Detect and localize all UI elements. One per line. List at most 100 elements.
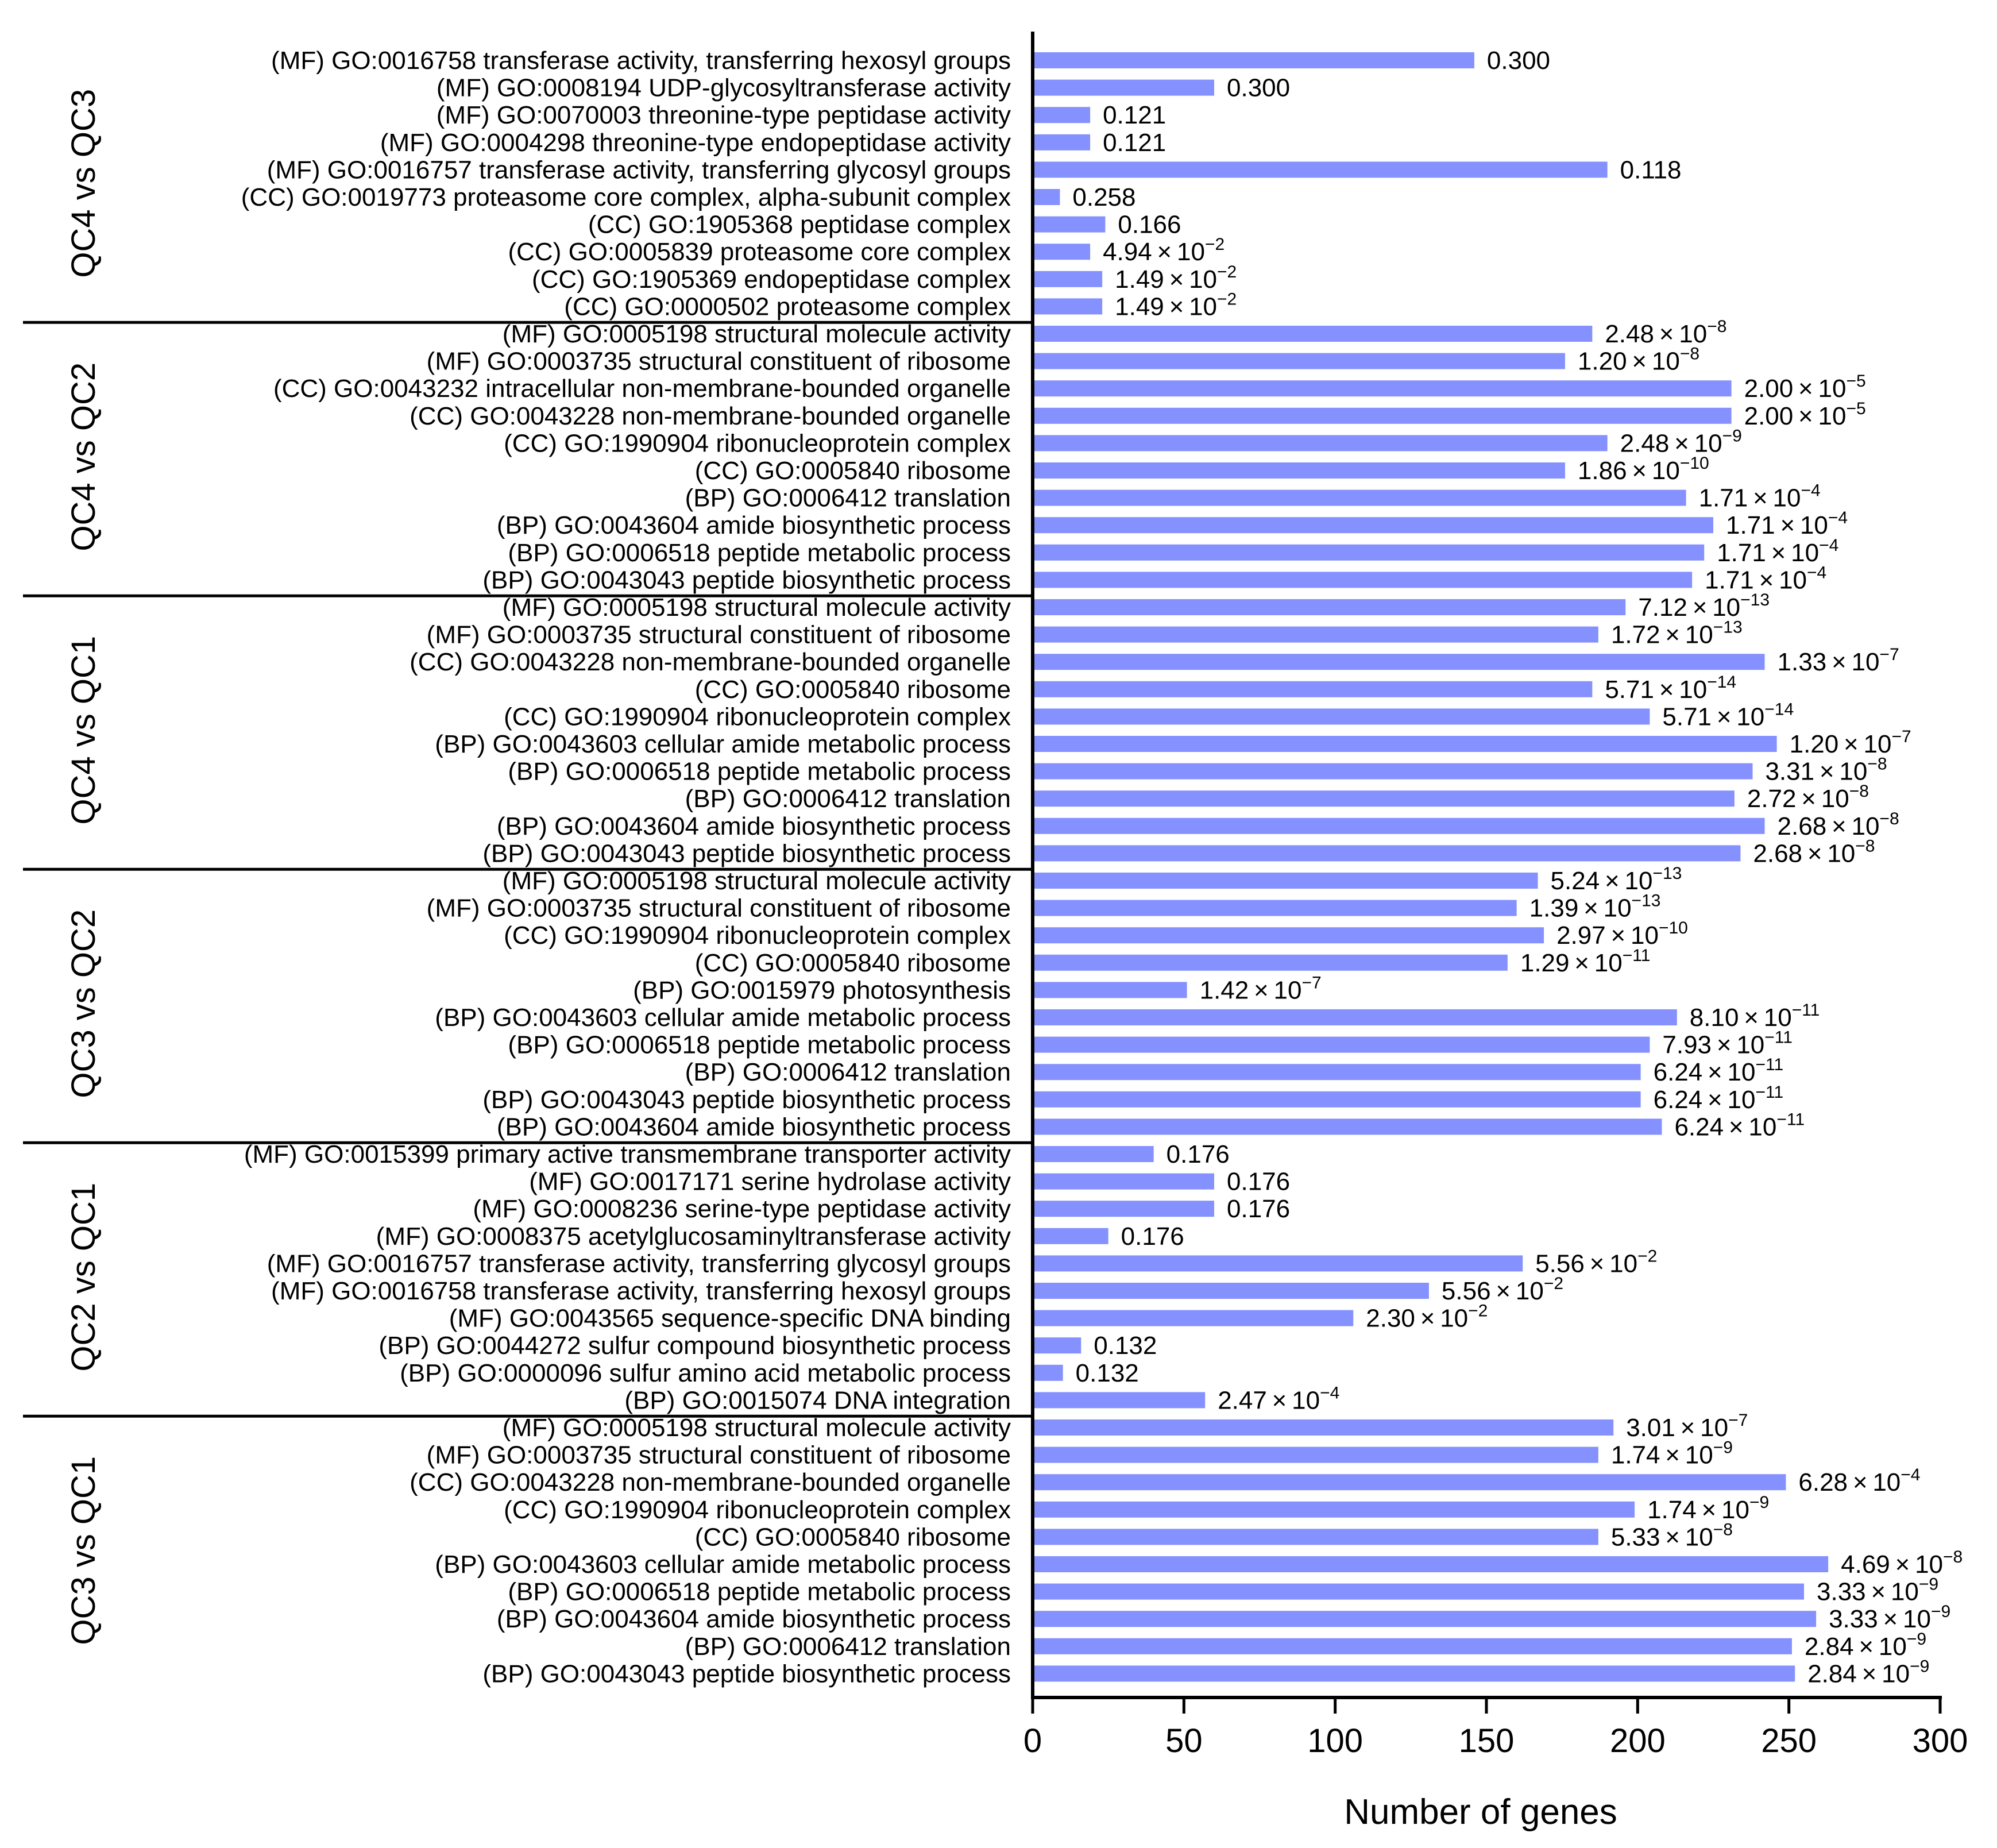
category-labels: (MF) GO:0016758 transferase activity, tr…: [241, 47, 1011, 1688]
group-label: QC4 vs QC1: [65, 636, 102, 825]
bar: [1033, 52, 1474, 68]
category-label: (MF) GO:0003735 structural constituent o…: [427, 1441, 1011, 1469]
x-tick-label: 100: [1307, 1722, 1363, 1760]
p-value-label: 2.30 × 10−2: [1366, 1302, 1488, 1333]
bar: [1033, 654, 1765, 670]
p-value-label: 0.300: [1487, 47, 1550, 75]
category-label: (MF) GO:0003735 structural constituent o…: [427, 348, 1011, 376]
p-value-label: 6.24 × 10−11: [1654, 1055, 1784, 1086]
group-label: QC2 vs QC1: [65, 1183, 102, 1372]
bar: [1033, 189, 1060, 205]
bar: [1033, 79, 1214, 96]
bar: [1033, 489, 1686, 506]
bar: [1033, 517, 1713, 534]
p-value-label: 1.74 × 10−9: [1611, 1438, 1733, 1469]
bar: [1033, 544, 1705, 561]
bar: [1033, 626, 1598, 643]
category-label: (BP) GO:0044272 sulfur compound biosynth…: [378, 1332, 1011, 1360]
bar: [1033, 599, 1626, 615]
bar: [1033, 1446, 1598, 1463]
category-label: (MF) GO:0008236 serine-type peptidase ac…: [473, 1195, 1011, 1223]
p-value-label: 1.49 × 10−2: [1115, 290, 1237, 321]
p-value-label: 0.132: [1094, 1332, 1157, 1360]
group-labels: QC4 vs QC3 QC4 vs QC2 QC4 vs QC1 QC3 vs QC2…: [23, 89, 1033, 1645]
category-label: (MF) GO:0008375 acetylglucosaminyltransf…: [376, 1222, 1011, 1251]
category-label: (CC) GO:0005840 ribosome: [695, 457, 1011, 485]
category-label: (MF) GO:0004298 threonine-type endopepti…: [380, 129, 1011, 157]
bar: [1033, 954, 1508, 971]
p-value-label: 1.20 × 10−8: [1578, 345, 1699, 376]
category-label: (CC) GO:0043228 non-membrane-bounded org…: [410, 1468, 1011, 1496]
category-label: (BP) GO:0043043 peptide biosynthetic pro…: [482, 839, 1011, 867]
bar: [1033, 1583, 1804, 1600]
bar: [1033, 1501, 1635, 1518]
category-label: (MF) GO:0016757 transferase activity, tr…: [267, 1249, 1011, 1278]
p-value-label: 2.68 × 10−8: [1778, 809, 1899, 840]
p-value-label: 8.10 × 10−11: [1690, 1001, 1820, 1032]
bar: [1033, 1255, 1523, 1272]
p-value-label: 6.24 × 10−11: [1674, 1110, 1805, 1141]
category-label: (CC) GO:1990904 ribonucleoprotein comple…: [504, 1496, 1011, 1524]
category-label: (MF) GO:0043565 sequence-specific DNA bi…: [449, 1305, 1011, 1333]
p-value-label: 1.74 × 10−9: [1647, 1493, 1769, 1524]
category-label: (BP) GO:0006412 translation: [685, 484, 1011, 512]
p-value-label: 2.84 × 10−9: [1807, 1657, 1929, 1688]
bar: [1033, 1556, 1829, 1572]
category-label: (BP) GO:0006518 peptide metabolic proces…: [508, 1578, 1011, 1606]
p-value-label: 2.72 × 10−8: [1747, 782, 1869, 813]
p-value-label: 2.00 × 10−5: [1744, 372, 1866, 403]
x-axis: 0 50 100 150 200 250 300: [1023, 32, 1968, 1760]
bar: [1033, 1392, 1206, 1409]
p-value-label: 0.258: [1072, 183, 1135, 211]
category-label: (MF) GO:0005198 structural molecule acti…: [503, 320, 1011, 348]
p-value-label: 6.24 × 10−11: [1654, 1083, 1784, 1114]
p-value-label: 7.12 × 10−13: [1638, 591, 1770, 622]
category-label: (BP) GO:0043043 peptide biosynthetic pro…: [482, 1660, 1011, 1688]
p-value-label: 1.71 × 10−4: [1726, 508, 1848, 539]
p-value-label: 2.97 × 10−10: [1556, 919, 1688, 950]
category-label: (BP) GO:0006412 translation: [685, 1058, 1011, 1086]
category-label: (MF) GO:0003735 structural constituent o…: [427, 621, 1011, 649]
category-label: (MF) GO:0008194 UDP-glycosyltransferase …: [437, 74, 1011, 102]
category-label: (BP) GO:0043603 cellular amide metabolic…: [435, 1004, 1011, 1032]
category-label: (BP) GO:0043603 cellular amide metabolic…: [435, 730, 1011, 758]
category-label: (CC) GO:0005839 proteasome core complex: [508, 238, 1011, 266]
p-value-label: 3.31 × 10−8: [1765, 755, 1887, 786]
p-value-label: 0.118: [1620, 156, 1682, 184]
category-label: (MF) GO:0005198 structural molecule acti…: [503, 593, 1011, 622]
p-value-label: 1.20 × 10−7: [1790, 727, 1911, 758]
p-value-label: 2.84 × 10−9: [1805, 1630, 1926, 1661]
bar: [1033, 1228, 1108, 1244]
p-value-label: 2.68 × 10−8: [1753, 836, 1875, 867]
p-value-label: 1.49 × 10−2: [1115, 263, 1237, 294]
category-label: (CC) GO:1990904 ribonucleoprotein comple…: [504, 429, 1011, 457]
bar: [1033, 873, 1538, 889]
bar: [1033, 1283, 1429, 1299]
bar: [1033, 1419, 1614, 1436]
category-label: (BP) GO:0043604 amide biosynthetic proce…: [497, 511, 1011, 539]
p-value-label: 0.300: [1227, 74, 1290, 102]
bar: [1033, 1611, 1817, 1627]
category-label: (MF) GO:0003735 structural constituent o…: [427, 894, 1011, 923]
group-label: QC4 vs QC3: [65, 89, 102, 278]
category-label: (MF) GO:0015399 primary active transmemb…: [244, 1140, 1011, 1168]
p-value-label: 5.24 × 10−13: [1551, 864, 1682, 895]
bar: [1033, 161, 1608, 178]
category-label: (MF) GO:0016757 transferase activity, tr…: [267, 156, 1011, 184]
category-label: (BP) GO:0015074 DNA integration: [624, 1386, 1011, 1414]
p-value-label: 0.166: [1118, 211, 1181, 239]
bar: [1033, 1009, 1677, 1025]
category-label: (BP) GO:0006518 peptide metabolic proces…: [508, 539, 1011, 567]
category-label: (CC) GO:0000502 proteasome complex: [564, 292, 1011, 321]
bar: [1033, 1364, 1063, 1381]
p-value-label: 3.01 × 10−7: [1626, 1411, 1748, 1442]
category-label: (CC) GO:1990904 ribonucleoprotein comple…: [504, 703, 1011, 731]
p-value-label: 2.48 × 10−8: [1605, 317, 1726, 348]
p-value-label: 1.72 × 10−13: [1611, 618, 1743, 649]
category-label: (BP) GO:0000096 sulfur amino acid metabo…: [400, 1359, 1011, 1387]
category-label: (BP) GO:0043604 amide biosynthetic proce…: [497, 1605, 1011, 1633]
x-tick-label: 250: [1761, 1722, 1817, 1760]
bar: [1033, 927, 1544, 944]
